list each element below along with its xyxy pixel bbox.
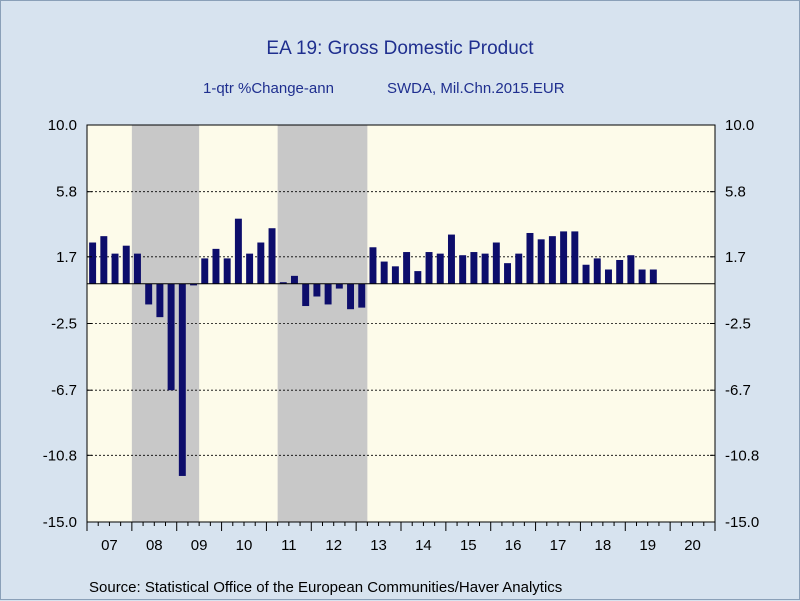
bar (100, 236, 108, 284)
x-tick-label: 13 (370, 537, 387, 554)
bar (290, 275, 298, 284)
bar (515, 253, 523, 284)
bar (246, 253, 254, 284)
x-tick-label: 11 (281, 537, 297, 554)
bar (380, 261, 388, 284)
bar (201, 258, 209, 284)
bar (234, 218, 242, 284)
bar (324, 283, 332, 305)
y-tick-label-right: 1.7 (725, 249, 746, 266)
bar (649, 269, 657, 284)
bar (133, 253, 141, 284)
x-tick-label: 07 (101, 537, 118, 554)
x-tick-label: 16 (505, 537, 522, 554)
bar (548, 236, 556, 284)
bar (89, 242, 97, 284)
bar (313, 283, 321, 297)
bar (122, 245, 130, 284)
y-tick-label-right: 5.8 (725, 184, 746, 201)
bar (504, 263, 512, 284)
bar (481, 253, 489, 284)
y-tick-label-right: -10.8 (725, 447, 759, 464)
bar (447, 234, 455, 284)
bar (470, 252, 478, 284)
x-tick-label: 18 (595, 537, 612, 554)
chart-title: EA 19: Gross Domestic Product (266, 38, 534, 59)
bar (436, 253, 444, 284)
bar (178, 283, 186, 476)
x-tick-label: 17 (550, 537, 567, 554)
bar (492, 242, 500, 284)
bar (369, 247, 377, 284)
x-tick-label: 09 (191, 537, 208, 554)
x-tick-label: 19 (639, 537, 656, 554)
y-tick-label-left: -10.8 (43, 447, 77, 464)
bar (571, 231, 579, 284)
x-tick-label: 20 (684, 537, 701, 554)
x-tick-label: 10 (236, 537, 253, 554)
bar (302, 283, 310, 307)
y-tick-label-left: 10.0 (48, 117, 77, 134)
y-tick-label-left: -15.0 (43, 514, 77, 531)
x-tick-label: 08 (146, 537, 163, 554)
recession-band-1 (131, 125, 200, 522)
bar (560, 231, 568, 284)
y-tick-label-right: 10.0 (725, 117, 754, 134)
y-tick-label-right: -2.5 (725, 316, 751, 333)
bar (526, 232, 534, 284)
bar (638, 269, 646, 284)
y-tick-label-right: -15.0 (725, 514, 759, 531)
bar (212, 248, 220, 284)
chart-subtitle-measure: SWDA, Mil.Chn.2015.EUR (387, 80, 565, 97)
bar (616, 259, 624, 284)
y-tick-label-right: -6.7 (725, 382, 751, 399)
bar (604, 269, 612, 284)
y-tick-label-left: 5.8 (56, 184, 77, 201)
bar (403, 252, 411, 284)
bar (257, 242, 265, 284)
bar (156, 283, 164, 318)
chart-source: Source: Statistical Office of the Europe… (89, 579, 563, 596)
bar (582, 264, 590, 284)
bar (627, 255, 635, 284)
bar (537, 239, 545, 284)
chart-subtitle-units: 1-qtr %Change-ann (203, 80, 334, 97)
bar (111, 253, 119, 284)
bar (593, 258, 601, 284)
y-tick-label-left: -6.7 (51, 382, 77, 399)
bar (190, 283, 198, 286)
x-tick-label: 12 (325, 537, 342, 554)
bar (335, 283, 343, 289)
bar (391, 266, 399, 284)
bar (279, 282, 287, 284)
bar (223, 258, 231, 284)
bar (347, 283, 355, 310)
bar (167, 283, 175, 391)
bar (425, 252, 433, 284)
bar (459, 255, 467, 284)
bar (145, 283, 153, 305)
y-tick-label-left: -2.5 (51, 316, 77, 333)
x-tick-label: 14 (415, 537, 432, 554)
bar (414, 271, 422, 284)
x-tick-label: 15 (460, 537, 477, 554)
bar (358, 283, 366, 308)
y-tick-label-left: 1.7 (56, 249, 77, 266)
bar (268, 228, 276, 284)
